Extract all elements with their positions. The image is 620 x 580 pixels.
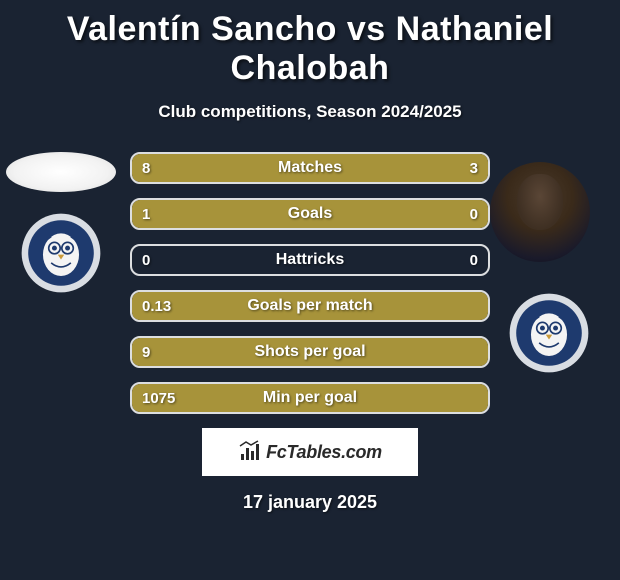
brand-text: FcTables.com xyxy=(266,442,382,463)
player-left-avatar xyxy=(6,152,116,192)
page-title: Valentín Sancho vs Nathaniel Chalobah xyxy=(0,0,620,88)
stat-label: Goals per match xyxy=(132,297,488,315)
stat-row: 9Shots per goal xyxy=(130,336,490,368)
stat-label: Min per goal xyxy=(132,389,488,407)
comparison-content: 83Matches 10Goals 00Hattricks 0.13Goals per… xyxy=(0,152,620,414)
stat-row: 1075Min per goal xyxy=(130,382,490,414)
owl-badge-icon xyxy=(508,292,590,374)
date-text: 17 january 2025 xyxy=(0,492,620,513)
stat-label: Goals xyxy=(132,205,488,223)
owl-badge-icon xyxy=(20,212,102,294)
brand-box: FcTables.com xyxy=(202,428,418,476)
chart-icon xyxy=(238,440,262,464)
stat-row: 0.13Goals per match xyxy=(130,290,490,322)
stat-row: 00Hattricks xyxy=(130,244,490,276)
player-right-avatar xyxy=(490,162,590,262)
stat-row: 10Goals xyxy=(130,198,490,230)
stat-label: Hattricks xyxy=(132,251,488,269)
stat-label: Matches xyxy=(132,159,488,177)
stats-bars: 83Matches 10Goals 00Hattricks 0.13Goals per… xyxy=(130,152,490,414)
subtitle: Club competitions, Season 2024/2025 xyxy=(0,102,620,122)
club-badge-left xyxy=(20,212,102,294)
stat-row: 83Matches xyxy=(130,152,490,184)
stat-label: Shots per goal xyxy=(132,343,488,361)
club-badge-right xyxy=(508,292,590,374)
